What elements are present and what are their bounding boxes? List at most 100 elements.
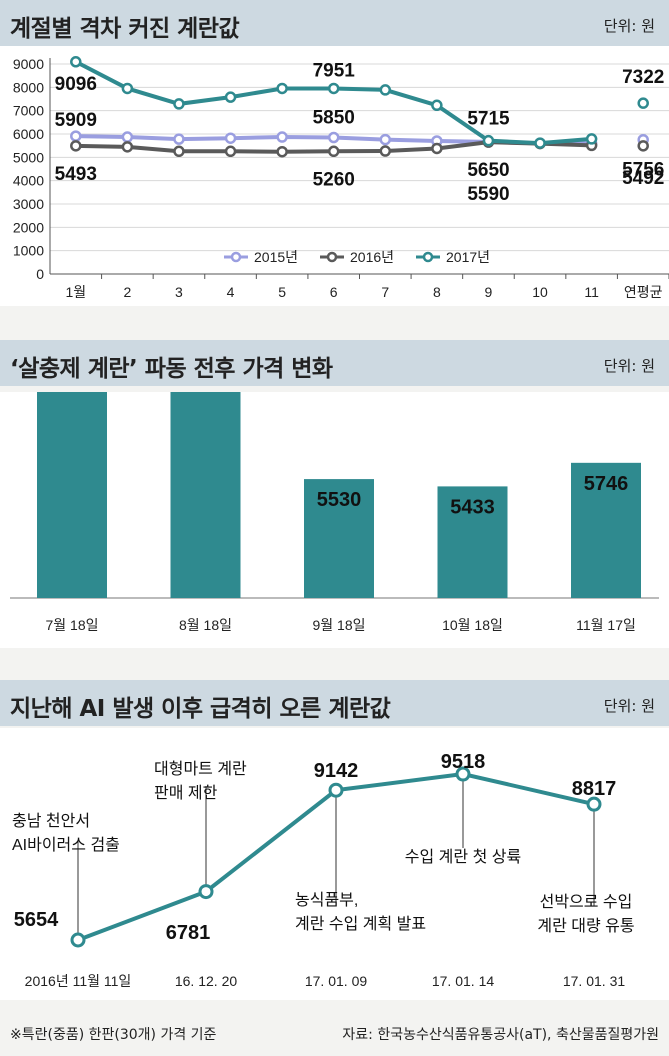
annotation-text: 계란 수입 계획 발표 <box>295 915 426 933</box>
bar <box>170 392 241 598</box>
y-tick-label: 3000 <box>13 196 44 212</box>
data-point <box>70 130 82 142</box>
bar <box>37 392 107 598</box>
chart1-plot: 0 1000 2000 3000 4000 5000 6000 7000 8000 9000 1월 2… <box>0 46 669 306</box>
legend-marker <box>326 251 338 263</box>
data-label: 5909 <box>55 110 97 131</box>
data-label: 5492 <box>622 168 664 189</box>
y-tick-label: 7000 <box>13 103 44 119</box>
chart3-unit: 단위: 원 <box>603 697 655 715</box>
x-tick-label: 7 <box>381 284 389 300</box>
data-label: 5715 <box>467 109 510 130</box>
bar <box>571 462 641 598</box>
x-tick-label: 10 <box>532 284 548 300</box>
data-label: 5650 <box>467 160 509 181</box>
y-tick-label: 1000 <box>13 243 44 259</box>
annotation-text: 계란 대량 유통 <box>537 917 634 935</box>
bar-value-label: 5433 <box>450 496 495 518</box>
chart1-unit: 단위: 원 <box>603 17 655 35</box>
x-tick-label: 4 <box>227 284 235 300</box>
chart1-title: 계절별 격차 커진 계란값 <box>10 16 240 42</box>
data-point <box>70 56 82 68</box>
chart1-svg: 0 1000 2000 3000 4000 5000 6000 7000 8000 9000 1월 2… <box>13 56 669 300</box>
data-point <box>637 140 649 152</box>
data-label: 5850 <box>313 108 355 129</box>
x-tick-label: 6 <box>330 284 338 300</box>
x-category-label: 17. 01. 14 <box>432 973 494 989</box>
x-tick-label: 9 <box>485 284 493 300</box>
data-point <box>224 91 237 103</box>
data-point <box>198 884 214 900</box>
data-point <box>328 782 344 798</box>
legend-label: 2017년 <box>446 249 490 265</box>
annotation-text: 선박으로 수입 <box>540 893 633 911</box>
data-label: 9096 <box>55 74 97 95</box>
x-category-label: 7월 18일 <box>45 617 98 633</box>
data-point <box>482 134 495 147</box>
x-category-label: 17. 01. 31 <box>563 973 625 989</box>
bar-value-label: 5530 <box>317 489 362 511</box>
y-tick-label: 0 <box>36 266 44 282</box>
annotation-text: 판매 제한 <box>154 784 218 802</box>
y-tick-label: 4000 <box>13 173 44 189</box>
data-label: 7951 <box>313 60 356 81</box>
x-tick-label: 연평균 <box>624 284 663 300</box>
data-point <box>379 84 392 96</box>
data-point <box>431 99 443 112</box>
annotation-text: 충남 천안서 <box>12 812 90 830</box>
chart3-title: 지난해 AI 발생 이후 급격히 오른 계란값 <box>10 696 391 722</box>
data-point <box>431 142 443 155</box>
data-point <box>173 145 185 158</box>
data-value-label: 5654 <box>14 909 59 931</box>
x-category-label: 17. 01. 09 <box>305 973 367 989</box>
x-category-label: 2016년 11월 11일 <box>25 973 132 989</box>
y-tick-label: 8000 <box>13 79 44 95</box>
annotation-text: 대형마트 계란 <box>154 760 247 778</box>
data-point <box>224 132 237 144</box>
data-point <box>637 97 649 109</box>
chart2-header: ‘살충제 계란’ 파동 전후 가격 변화 단위: 원 <box>0 340 669 386</box>
bar <box>304 479 374 598</box>
legend-label: 2016년 <box>350 249 394 265</box>
data-point <box>534 137 546 149</box>
chart3-plot: 5654 6781 9142 9518 8817 충남 천안서 AI바이러스 검출 대형마트 … <box>0 728 669 1000</box>
y-tick-label: 9000 <box>13 56 44 72</box>
footer-source: 자료: 한국농수산식품유통공사(aT), 축산물품질평가원 <box>342 1027 659 1043</box>
data-value-label: 9518 <box>441 751 486 773</box>
x-category-label: 8월 18일 <box>179 617 232 633</box>
x-tick-label: 1월 <box>65 284 86 300</box>
data-point <box>121 82 134 95</box>
data-point <box>586 796 602 812</box>
data-value-label: 8817 <box>572 778 617 800</box>
annotation-text: 농식품부, <box>295 891 358 909</box>
chart3-svg: 5654 6781 9142 9518 8817 충남 천안서 AI바이러스 검출 대형마트 … <box>12 751 635 989</box>
data-point <box>585 133 598 145</box>
footer-note: ※특란(중품) 한판(30개) 가격 기준 <box>10 1027 217 1043</box>
chart1-header: 계절별 격차 커진 계란값 단위: 원 <box>0 0 669 46</box>
data-point <box>379 133 392 146</box>
data-value-label: 6781 <box>166 922 211 944</box>
legend-marker <box>230 251 242 263</box>
chart3-header: 지난해 AI 발생 이후 급격히 오른 계란값 단위: 원 <box>0 680 669 726</box>
x-category-label: 16. 12. 20 <box>175 973 237 989</box>
x-tick-label: 2 <box>123 284 131 300</box>
bar <box>437 486 508 598</box>
y-tick-label: 6000 <box>13 126 44 142</box>
data-label: 5590 <box>467 184 509 205</box>
annotation-text: 수입 계란 첫 상륙 <box>405 848 521 866</box>
x-category-label: 11월 17일 <box>576 617 636 633</box>
data-point <box>455 766 471 782</box>
data-point <box>224 145 237 158</box>
data-value-label: 9142 <box>314 760 359 782</box>
x-tick-label: 11 <box>584 284 599 300</box>
x-tick-label: 5 <box>278 284 286 300</box>
chart2-title: ‘살충제 계란’ 파동 전후 가격 변화 <box>10 356 333 382</box>
x-tick-label: 3 <box>175 284 183 300</box>
data-point <box>276 145 288 158</box>
x-tick-label: 8 <box>433 284 441 300</box>
legend-label: 2015년 <box>254 249 298 265</box>
legend-marker <box>422 251 434 263</box>
data-point <box>121 131 134 143</box>
